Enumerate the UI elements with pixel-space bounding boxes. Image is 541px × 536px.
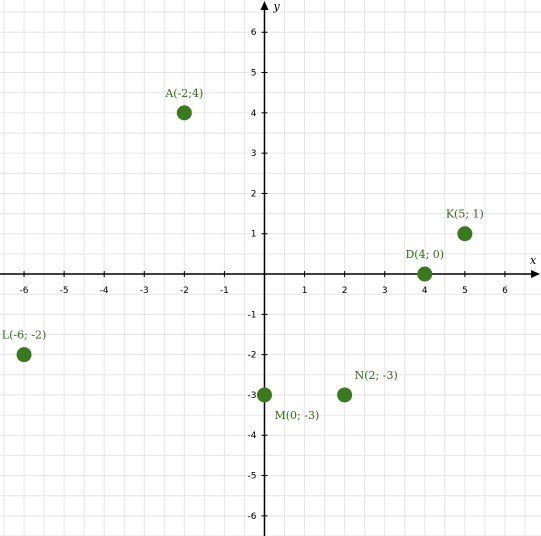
data-point-label: L(-6; -2) [2, 329, 47, 342]
y-axis-label: y [272, 0, 280, 13]
y-tick-label: -6 [248, 512, 257, 522]
y-tick-label: 6 [251, 28, 257, 38]
y-tick-label: -4 [248, 431, 257, 441]
x-tick-label: -6 [20, 286, 29, 296]
x-tick-label: 1 [302, 286, 308, 296]
data-points: A(-2;4) K(5; 1) D(4; 0) L(-6; -2) N(2; -3) M(… [2, 87, 484, 422]
x-tick-label: 5 [462, 286, 468, 296]
data-point-label: A(-2;4) [164, 87, 203, 100]
data-point [417, 266, 433, 282]
x-tick-label: -4 [100, 286, 109, 296]
x-tick-label: 6 [502, 286, 508, 296]
ticks: -6 -5 -4 -3 -2 -1 1 2 3 4 5 6 -6 -5 -4 -3 -2 -1 1 2 3 4 5 6 [20, 28, 509, 522]
x-axis-label: x [530, 254, 537, 267]
x-tick-label: 2 [342, 286, 348, 296]
x-tick-label: -5 [60, 286, 69, 296]
data-point-label: N(2; -3) [355, 369, 398, 382]
data-point [457, 226, 473, 242]
x-tick-label: 4 [422, 286, 428, 296]
data-point [176, 105, 192, 121]
data-point-label: M(0; -3) [274, 409, 319, 422]
y-tick-label: -2 [248, 351, 257, 361]
y-tick-label: 4 [251, 109, 257, 119]
y-tick-label: 2 [251, 189, 257, 199]
data-point [256, 387, 272, 403]
y-axis-arrow [260, 1, 269, 10]
x-tick-label: -1 [220, 286, 229, 296]
x-tick-label: -2 [180, 286, 189, 296]
x-tick-label: 3 [382, 286, 388, 296]
data-point-label: D(4; 0) [405, 248, 444, 261]
y-tick-label: 5 [251, 69, 257, 79]
data-point [337, 387, 353, 403]
y-tick-label: -1 [248, 310, 257, 320]
y-tick-label: 1 [251, 230, 257, 240]
y-tick-label: -5 [248, 472, 257, 482]
data-point-label: K(5; 1) [446, 208, 484, 221]
x-axis-arrow [531, 270, 540, 279]
y-tick-label: -3 [248, 391, 257, 401]
data-point [16, 347, 32, 363]
x-tick-label: -3 [140, 286, 149, 296]
y-tick-label: 3 [251, 149, 257, 159]
